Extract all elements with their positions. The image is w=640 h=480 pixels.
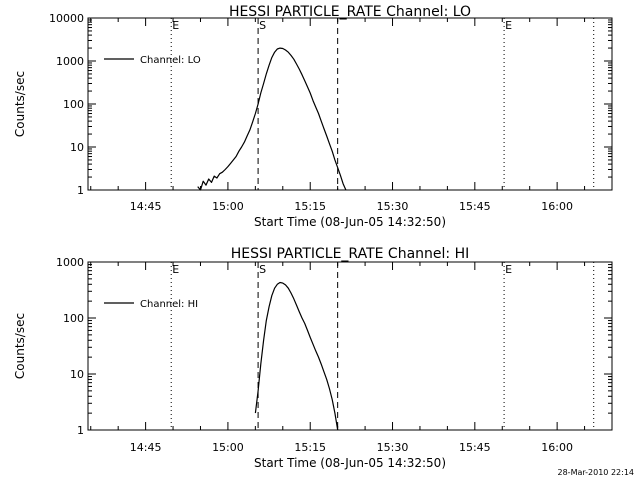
y-axis-label: Counts/sec: [13, 71, 27, 137]
y-tick-label: 1: [77, 184, 84, 197]
plot-frame: [87, 17, 613, 191]
plot-timestamp: 28-Mar-2010 22:14: [557, 468, 635, 477]
event-marker-label: E: [172, 263, 179, 276]
chart-panel-2: HESSI PARTICLE_RATE Channel: HI 1 10 100 100…: [13, 246, 613, 470]
x-axis-label: Start Time (08-Jun-05 14:32:50): [254, 215, 446, 229]
x-axis-label: Start Time (08-Jun-05 14:32:50): [254, 456, 446, 470]
x-tick-label: 14:45: [130, 441, 162, 454]
x-tick-label: 15:15: [294, 200, 326, 213]
y-axis-label: Counts/sec: [13, 313, 27, 379]
legend-label: Channel: LO: [140, 55, 201, 66]
chart-title: HESSI PARTICLE_RATE Channel: LO: [229, 4, 471, 20]
x-tick-label: 15:00: [212, 441, 244, 454]
x-tick-label: 15:30: [377, 441, 409, 454]
x-tick-label: 16:00: [541, 200, 573, 213]
x-tick-label: 15:45: [459, 200, 491, 213]
series-line-1: [197, 47, 347, 191]
x-tick-label: 15:45: [459, 441, 491, 454]
x-tick-label: 15:30: [377, 200, 409, 213]
y-tick-label: 100: [63, 312, 84, 325]
event-marker-label: E: [172, 19, 179, 32]
x-tick-label: 16:00: [541, 441, 573, 454]
y-tick-label: 10000: [49, 12, 84, 25]
x-tick-label: 15:15: [294, 441, 326, 454]
event-marker-label: E: [505, 19, 512, 32]
x-tick-label: 14:45: [130, 200, 162, 213]
y-tick-label: 10: [70, 368, 84, 381]
series-line-1: [254, 281, 339, 431]
event-marker-label: E: [505, 263, 512, 276]
chart-panel-1: HESSI PARTICLE_RATE Channel: LO 1 10 100 100…: [13, 4, 613, 229]
y-tick-label: 10: [70, 141, 84, 154]
y-tick-label: 1000: [56, 256, 84, 269]
event-marker-label: S: [259, 19, 266, 32]
x-tick-label: 15:00: [212, 200, 244, 213]
y-tick-label: 1: [77, 424, 84, 437]
y-tick-label: 1000: [56, 55, 84, 68]
y-tick-label: 100: [63, 98, 84, 111]
chart-title: HESSI PARTICLE_RATE Channel: HI: [231, 246, 469, 262]
event-marker-label: S: [259, 263, 266, 276]
legend-label: Channel: HI: [140, 299, 198, 310]
plot-frame: [87, 261, 613, 431]
